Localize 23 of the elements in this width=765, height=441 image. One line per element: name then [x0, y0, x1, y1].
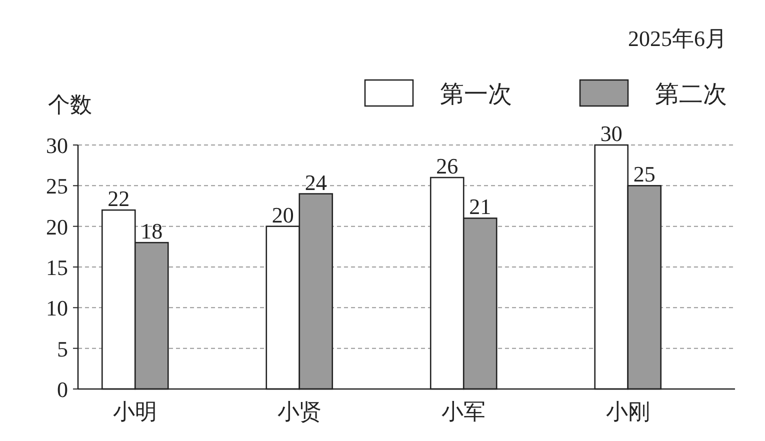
y-tick-label: 5	[57, 336, 68, 362]
y-tick-label: 25	[46, 174, 68, 199]
data-label: 22	[108, 186, 130, 212]
legend-label: 第二次	[655, 82, 727, 108]
y-tick-label: 20	[46, 214, 68, 240]
data-label: 30	[600, 121, 622, 146]
y-axis-title: 个数	[48, 92, 92, 117]
x-tick-label: 小军	[442, 399, 486, 424]
data-label: 21	[469, 194, 492, 220]
y-tick-label: 15	[46, 255, 68, 280]
data-label: 26	[436, 154, 458, 179]
y-tick-label: 10	[46, 296, 68, 321]
y-tick-label: 0	[57, 377, 68, 402]
x-tick-label: 小明	[113, 399, 158, 424]
data-label: 25	[633, 162, 656, 187]
data-label: 24	[304, 170, 327, 195]
x-tick-label: 小刚	[606, 399, 650, 424]
data-label: 18	[140, 218, 163, 244]
y-tick-label: 30	[46, 133, 68, 158]
data-label: 20	[272, 202, 294, 228]
legend-label: 第一次	[440, 82, 512, 108]
x-tick-label: 小贤	[277, 399, 322, 424]
chart-title: 2025年6月	[628, 26, 727, 51]
